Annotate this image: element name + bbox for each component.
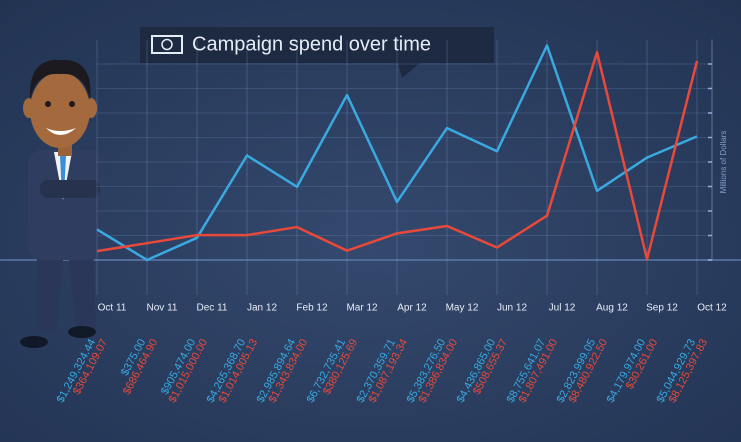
x-tick-label: Dec 11	[197, 303, 228, 314]
x-tick-label: Oct 11	[98, 303, 127, 314]
y-axis-label: Millions of Dollars	[719, 131, 728, 194]
series-line	[96, 50, 699, 261]
x-tick-label: May 12	[446, 303, 479, 314]
series-line	[96, 44, 698, 262]
chart-title: Campaign spend over time	[192, 33, 431, 55]
x-tick-label: Nov 11	[147, 303, 178, 314]
character	[20, 59, 104, 348]
x-tick-label: Jul 12	[549, 303, 576, 314]
x-tick-label: Jan 12	[247, 303, 277, 314]
x-tick-label: Apr 12	[397, 303, 427, 314]
x-tick-label: Aug 12	[596, 303, 628, 314]
x-tick-label: Mar 12	[346, 303, 378, 314]
title-box: Campaign spend over time	[140, 27, 494, 78]
x-tick-label: Sep 12	[646, 303, 678, 314]
x-tick-label: Jun 12	[497, 303, 527, 314]
x-tick-label: Feb 12	[296, 303, 328, 314]
x-tick-label: Oct 12	[697, 303, 727, 314]
